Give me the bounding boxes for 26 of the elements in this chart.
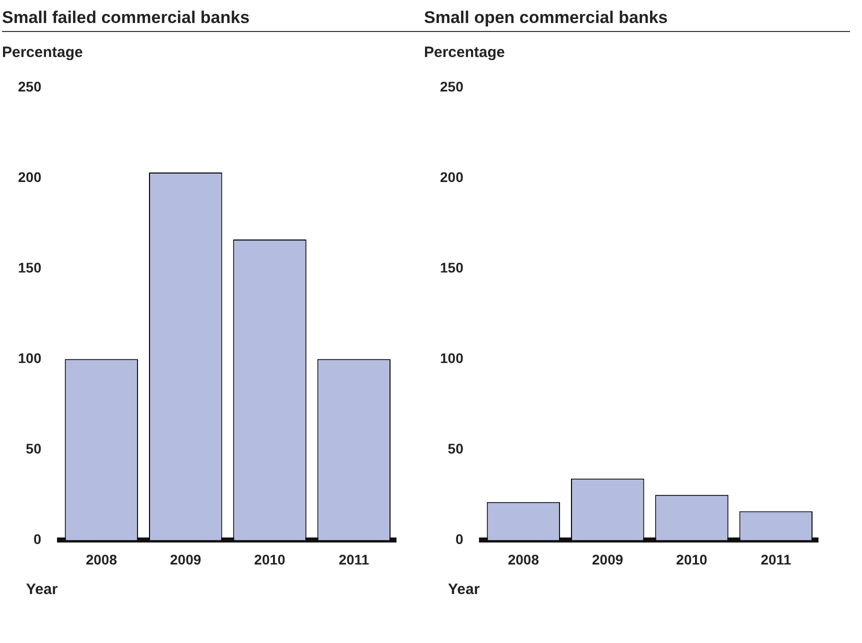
y-tick-label: 250 xyxy=(18,78,42,94)
y-tick-label: 100 xyxy=(440,350,464,366)
y-tick-label: 100 xyxy=(18,350,42,366)
x-tick-label: 2009 xyxy=(170,551,202,568)
chart-title: Small failed commercial banks xyxy=(2,8,250,27)
x-tick-label: 2010 xyxy=(676,551,708,568)
y-tick-label: 250 xyxy=(440,78,464,94)
y-tick-label: 200 xyxy=(440,168,464,185)
y-tick-label: 0 xyxy=(456,531,464,548)
x-tick-label: 2009 xyxy=(592,551,624,568)
x-tick-label: 2011 xyxy=(760,551,792,568)
y-tick-label: 0 xyxy=(34,531,42,548)
y-tick-label: 150 xyxy=(440,259,464,276)
x-tick-label: 2010 xyxy=(254,551,286,568)
chart-title: Small open commercial banks xyxy=(424,8,850,32)
x-tick-label: 2008 xyxy=(86,551,118,568)
y-tick-label: 150 xyxy=(18,259,42,276)
x-axis-title: Year xyxy=(448,581,481,598)
y-tick-label: 200 xyxy=(18,168,42,185)
y-axis-title: Percentage xyxy=(2,44,83,61)
y-tick-label: 50 xyxy=(448,440,464,456)
y-axis-title: Percentage xyxy=(424,44,506,61)
x-axis-title: Year xyxy=(26,581,59,598)
x-tick-label: 2008 xyxy=(508,551,540,568)
x-tick-label: 2011 xyxy=(338,551,370,568)
y-tick-label: 50 xyxy=(26,440,42,456)
